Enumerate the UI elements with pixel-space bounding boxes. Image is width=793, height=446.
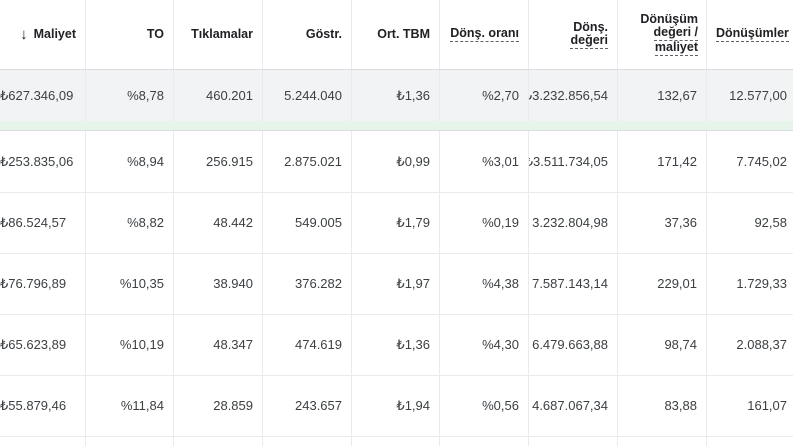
cell-conv-value-cost: 37,36 xyxy=(618,192,707,253)
column-header-conversions[interactable]: Dönüşümler xyxy=(716,26,789,42)
total-ctr: %8,78 xyxy=(86,70,174,121)
cell-conv-value: ₺3.511.734,05 xyxy=(529,131,618,192)
cell-cost: ₺55.879,46 xyxy=(0,375,86,436)
cell-conv-rate-partial xyxy=(440,436,529,446)
cell-avg-cpc: ₺1,97 xyxy=(352,253,440,314)
cell-ctr: %8,82 xyxy=(86,192,174,253)
table-row: ₺65.623,89 %10,19 48.347 474.619 ₺1,36 %… xyxy=(0,314,793,376)
cell-conv-value-cost: 98,74 xyxy=(618,314,707,375)
column-header-conv-value-cost[interactable]: Dönüşüm değeri / maliyet xyxy=(618,0,707,69)
column-header-conv-rate[interactable]: Dönş. oranı xyxy=(440,0,529,69)
total-clicks: 460.201 xyxy=(174,70,263,121)
total-conv-value: ₺3.232.856,54 xyxy=(529,70,618,121)
cell-clicks: 256.915 xyxy=(174,131,263,192)
cell-conv-value: 4.687.067,34 xyxy=(529,375,618,436)
cell-clicks-partial xyxy=(174,436,263,446)
table-row: ₺55.879,46 %11,84 28.859 243.657 ₺1,94 %… xyxy=(0,375,793,437)
arrow-down-icon[interactable]: ↓ xyxy=(20,26,28,43)
total-impressions: 5.244.040 xyxy=(263,70,352,121)
cell-avg-cpc: ₺1,94 xyxy=(352,375,440,436)
cell-conv-value-cost-partial xyxy=(618,436,707,446)
cell-conv-value: 3.232.804,98 xyxy=(529,192,618,253)
cell-conversions: 92,58 xyxy=(754,215,787,230)
total-conv-value-cost: 132,67 xyxy=(618,70,707,121)
cell-impressions: 376.282 xyxy=(263,253,352,314)
cell-conversions-partial xyxy=(707,436,793,446)
column-header-conv-value[interactable]: Dönş. değeri xyxy=(529,0,618,69)
total-cost: ₺627.346,09 xyxy=(0,70,86,121)
table-row: ₺253.835,06 %8,94 256.915 2.875.021 ₺0,9… xyxy=(0,131,793,193)
column-header-ctr[interactable]: TO xyxy=(86,0,174,69)
cell-impressions: 243.657 xyxy=(263,375,352,436)
cell-ctr: %10,35 xyxy=(86,253,174,314)
cell-conv-value-cost: 229,01 xyxy=(618,253,707,314)
cell-conv-rate: %4,38 xyxy=(440,253,529,314)
cell-clicks: 48.442 xyxy=(174,192,263,253)
cell-conv-value-cost: 83,88 xyxy=(618,375,707,436)
column-header-avg-cpc[interactable]: Ort. TBM xyxy=(352,0,440,69)
cell-cost: ₺76.796,89 xyxy=(0,253,86,314)
total-avg-cpc: ₺1,36 xyxy=(352,70,440,121)
cell-conversions: 2.088,37 xyxy=(736,337,787,352)
cell-cost-partial xyxy=(0,436,86,446)
cell-conv-rate: %4,30 xyxy=(440,314,529,375)
cell-clicks: 28.859 xyxy=(174,375,263,436)
table-row: ₺76.796,89 %10,35 38.940 376.282 ₺1,97 %… xyxy=(0,253,793,315)
cell-conv-value-cost: 171,42 xyxy=(618,131,707,192)
total-conversions: 12.577,00 xyxy=(729,88,787,103)
cell-conversions: 161,07 xyxy=(747,398,787,413)
cell-ctr: %10,19 xyxy=(86,314,174,375)
total-conv-rate: %2,70 xyxy=(440,70,529,121)
cell-avg-cpc: ₺1,79 xyxy=(352,192,440,253)
cell-cost: ₺253.835,06 xyxy=(0,131,86,192)
cell-avg-cpc: ₺0,99 xyxy=(352,131,440,192)
cell-impressions: 474.619 xyxy=(263,314,352,375)
cell-ctr: %11,84 xyxy=(86,375,174,436)
table-row-total: ₺627.346,09 %8,78 460.201 5.244.040 ₺1,3… xyxy=(0,70,793,122)
cell-ctr-partial xyxy=(86,436,174,446)
table-header: ↓ Maliyet TO Tıklamalar Göstr. Ort. TBM … xyxy=(0,0,793,70)
cell-avg-cpc: ₺1,36 xyxy=(352,314,440,375)
cell-impressions: 2.875.021 xyxy=(263,131,352,192)
cell-impressions: 549.005 xyxy=(263,192,352,253)
section-separator xyxy=(0,121,793,131)
cell-conversions: 7.745,02 xyxy=(736,154,787,169)
table-row: ₺86.524,57 %8,82 48.442 549.005 ₺1,79 %0… xyxy=(0,192,793,254)
cell-cost: ₺86.524,57 xyxy=(0,192,86,253)
column-header-impressions[interactable]: Göstr. xyxy=(263,0,352,69)
cell-conv-value: 6.479.663,88 xyxy=(529,314,618,375)
column-header-cost[interactable]: ↓ Maliyet xyxy=(0,0,86,69)
cell-avg-cpc-partial xyxy=(352,436,440,446)
cell-conv-rate: %0,19 xyxy=(440,192,529,253)
cell-conv-rate: %3,01 xyxy=(440,131,529,192)
cell-clicks: 48.347 xyxy=(174,314,263,375)
column-header-clicks[interactable]: Tıklamalar xyxy=(174,0,263,69)
cell-ctr: %8,94 xyxy=(86,131,174,192)
cell-impressions-partial xyxy=(263,436,352,446)
cell-conv-value-partial xyxy=(529,436,618,446)
cell-conv-rate: %0,56 xyxy=(440,375,529,436)
cell-conv-value: 7.587.143,14 xyxy=(529,253,618,314)
cell-clicks: 38.940 xyxy=(174,253,263,314)
cell-cost: ₺65.623,89 xyxy=(0,314,86,375)
table-row-partial xyxy=(0,436,793,446)
cell-conversions: 1.729,33 xyxy=(736,276,787,291)
